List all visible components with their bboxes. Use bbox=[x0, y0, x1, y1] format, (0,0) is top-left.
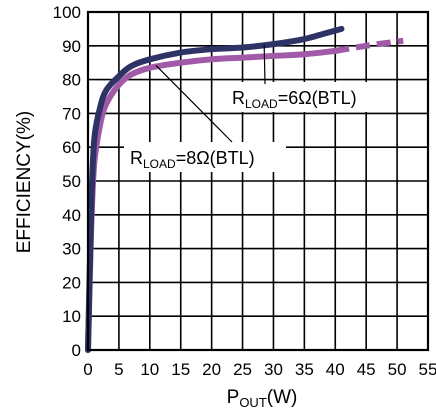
y-tick-label-40: 40 bbox=[62, 206, 81, 225]
x-tick-label-55: 55 bbox=[419, 360, 436, 379]
y-tick-label-50: 50 bbox=[62, 172, 81, 191]
x-tick-labels: 0 5 10 15 20 25 30 35 40 45 50 55 bbox=[83, 360, 436, 379]
x-tick-label-30: 30 bbox=[264, 360, 283, 379]
y-tick-label-100: 100 bbox=[53, 3, 81, 22]
x-axis-title-main: P bbox=[227, 387, 240, 408]
x-tick-label-40: 40 bbox=[326, 360, 345, 379]
plot-frame bbox=[86, 10, 430, 352]
annotation-8ohm-label: RLOAD=8Ω(BTL) bbox=[130, 148, 255, 171]
annotation-6ohm-leader bbox=[263, 44, 266, 85]
x-tick-label-20: 20 bbox=[202, 360, 221, 379]
series-line-8ohm-dashed bbox=[334, 37, 404, 54]
x-axis-title-sub: OUT bbox=[239, 395, 267, 410]
x-tick-label-0: 0 bbox=[83, 360, 92, 379]
y-tick-label-60: 60 bbox=[62, 138, 81, 157]
annotation-6ohm-bg bbox=[226, 82, 390, 112]
annotation-6ohm-label: RLOAD=6Ω(BTL) bbox=[232, 88, 357, 111]
y-tick-label-10: 10 bbox=[62, 307, 81, 326]
plot-border bbox=[86, 10, 430, 352]
y-tick-label-90: 90 bbox=[62, 37, 81, 56]
x-axis-title-tail: (W) bbox=[267, 387, 298, 408]
x-tick-label-35: 35 bbox=[295, 360, 314, 379]
annotation-8ohm-leader bbox=[155, 64, 233, 143]
x-tick-label-5: 5 bbox=[114, 360, 123, 379]
y-tick-label-70: 70 bbox=[62, 104, 81, 123]
x-axis-title: POUT(W) bbox=[227, 387, 298, 410]
annotation-8ohm-bg bbox=[124, 142, 286, 172]
annotations: RLOAD=6Ω(BTL) RLOAD=8Ω(BTL) bbox=[124, 44, 390, 172]
x-tick-label-10: 10 bbox=[140, 360, 159, 379]
x-tick-label-45: 45 bbox=[357, 360, 376, 379]
x-tick-label-50: 50 bbox=[388, 360, 407, 379]
y-tick-label-20: 20 bbox=[62, 273, 81, 292]
series-line-6ohm bbox=[85, 25, 345, 353]
y-axis-title: EFFICIENCY(%) bbox=[14, 111, 35, 254]
x-tick-label-25: 25 bbox=[233, 360, 252, 379]
y-tick-label-80: 80 bbox=[62, 71, 81, 90]
series-lines bbox=[85, 25, 404, 353]
y-tick-labels: 0 10 20 30 40 50 60 70 80 90 100 bbox=[53, 3, 81, 360]
x-tick-label-15: 15 bbox=[171, 360, 190, 379]
y-tick-label-30: 30 bbox=[62, 240, 81, 259]
y-tick-label-0: 0 bbox=[72, 341, 81, 360]
